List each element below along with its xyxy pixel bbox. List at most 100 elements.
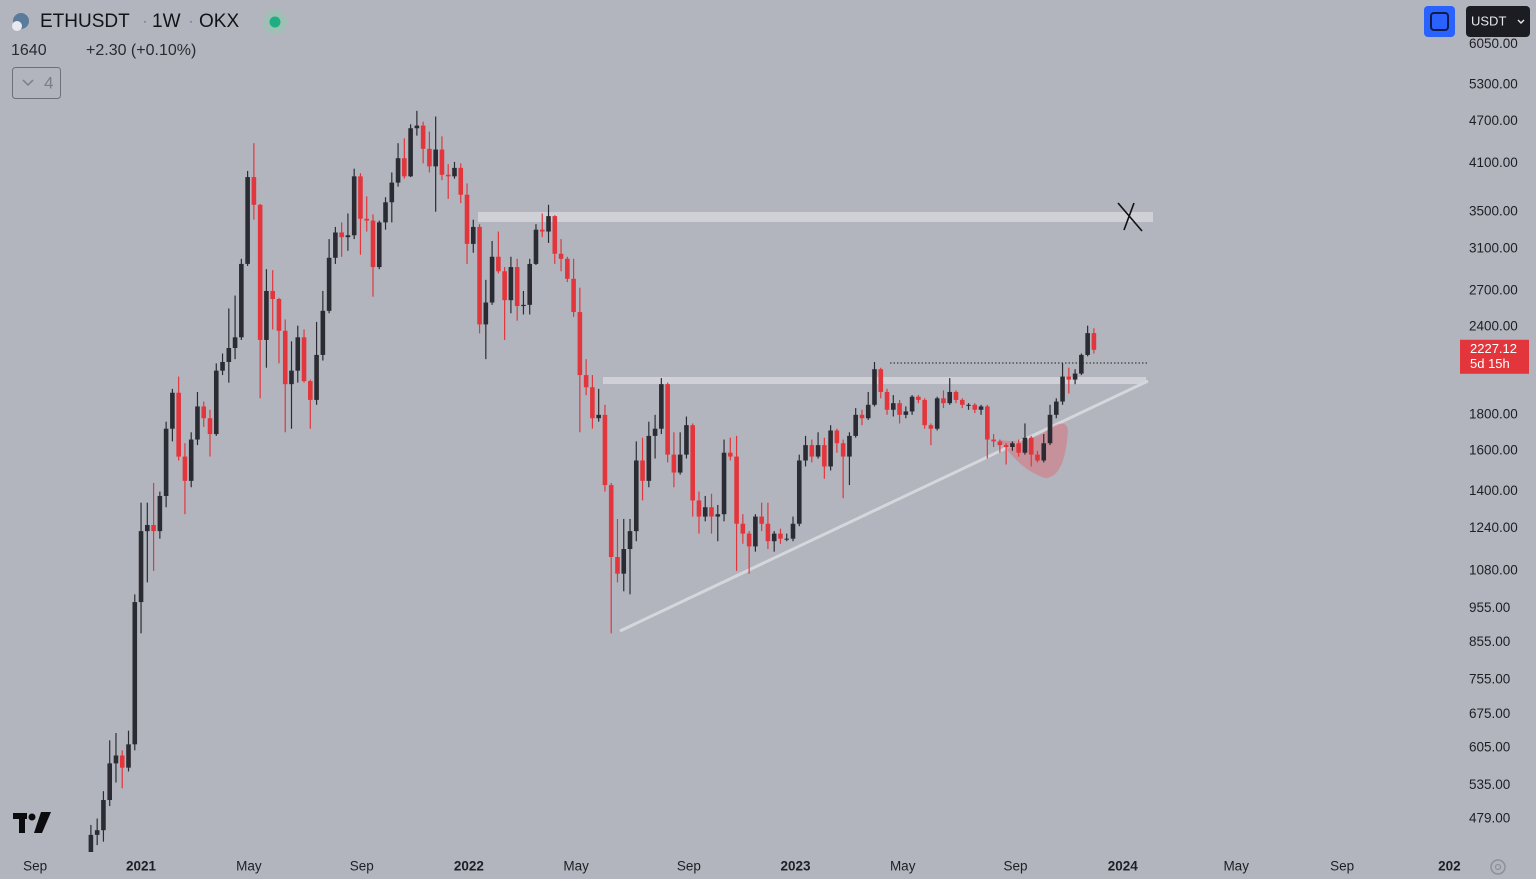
exchange: OKX	[199, 11, 239, 32]
candle-body	[1028, 437, 1034, 455]
candle-body	[778, 533, 783, 539]
candle-body	[251, 177, 257, 205]
candle-body	[339, 232, 344, 238]
candle-body	[113, 755, 119, 764]
candle-body	[884, 391, 890, 410]
axes: 6050.00 5300.00 4700.00 4100.00 3500.00 3100.…	[23, 36, 1529, 874]
candle-body	[909, 396, 915, 412]
candle-body	[213, 370, 219, 435]
candle-body	[483, 302, 489, 325]
candle-body	[790, 523, 796, 539]
y-tick-label: 2700.00	[1469, 283, 1518, 298]
candles	[88, 110, 1097, 852]
x-tick-label: Sep	[350, 859, 374, 874]
candle-body	[696, 500, 702, 517]
candle-body	[427, 148, 432, 167]
candle-body	[972, 404, 978, 410]
candle-body	[88, 834, 94, 852]
x-tick-label: Sep	[23, 859, 47, 874]
resistance-zone	[478, 212, 1153, 222]
candle-body	[445, 174, 451, 177]
candle-body	[571, 278, 576, 313]
candle-body	[539, 229, 545, 232]
candle-body	[308, 381, 313, 400]
candle-body	[414, 125, 420, 129]
candle-body	[464, 194, 470, 244]
candle-body	[1060, 376, 1065, 402]
y-tick-label: 6050.00	[1469, 36, 1518, 51]
candle-body	[257, 204, 263, 340]
chevron	[22, 79, 34, 87]
collapse-button[interactable]	[12, 67, 61, 99]
candle-body	[420, 125, 426, 149]
x-tick-label: 2022	[454, 859, 484, 874]
x-mark	[1117, 202, 1143, 232]
candle-body	[922, 399, 927, 426]
candle-body	[853, 414, 858, 436]
candle-body	[627, 531, 633, 550]
candle-body	[439, 149, 445, 175]
candle-body	[182, 456, 188, 481]
candle-body	[865, 404, 871, 419]
candle-body	[985, 406, 990, 440]
candle-body	[602, 414, 608, 486]
candle-body	[847, 435, 852, 457]
candle-body	[978, 406, 984, 410]
currency-button[interactable]	[1466, 6, 1530, 37]
candle-body	[728, 452, 733, 457]
candle-body	[345, 235, 351, 238]
candle-body	[959, 399, 965, 405]
candle-body	[928, 425, 934, 429]
screenshot-button[interactable]	[1424, 6, 1455, 37]
candle-body	[991, 439, 996, 442]
candle-body	[107, 763, 113, 801]
y-tick-label: 1240.00	[1469, 520, 1518, 535]
y-tick-label: 2400.00	[1469, 319, 1518, 334]
x-tick-label: May	[236, 859, 262, 874]
candle-body	[1010, 443, 1015, 447]
candle-body	[621, 549, 627, 574]
candle-body	[1022, 437, 1028, 453]
y-tick-label: 1800.00	[1469, 406, 1518, 421]
candle-body	[1091, 333, 1097, 350]
x-tick-label: 2024	[1108, 859, 1139, 874]
candle-body	[828, 430, 833, 467]
x-tick-label: Sep	[677, 859, 701, 874]
candle-body	[872, 369, 877, 405]
candle-body	[953, 391, 959, 400]
candle-body	[771, 533, 777, 542]
y-tick-label: 1600.00	[1469, 442, 1518, 457]
candle-body	[376, 222, 382, 268]
price-change: +2.30 (+0.10%)	[86, 42, 196, 59]
candle-body	[289, 370, 294, 385]
candle-body	[903, 411, 909, 415]
highlight-blob	[1000, 423, 1068, 478]
candle-body	[753, 516, 758, 547]
candle-body	[941, 398, 946, 404]
y-tick-label: 855.00	[1469, 634, 1510, 649]
candle-body	[740, 523, 746, 534]
candle-body	[966, 404, 971, 406]
candle-body	[119, 755, 125, 768]
candle-body	[295, 337, 301, 371]
candle-body	[671, 454, 677, 473]
y-tick-label: 479.00	[1469, 811, 1510, 826]
candle-body	[997, 441, 1003, 446]
y-tick-label: 3100.00	[1469, 240, 1518, 255]
candle-body	[709, 507, 714, 517]
candle-body	[759, 516, 764, 524]
candle-body	[358, 176, 363, 219]
y-tick-label: 535.00	[1469, 777, 1510, 792]
candle-body	[934, 398, 940, 429]
symbol-icon	[12, 21, 22, 31]
candle-body	[232, 337, 238, 349]
candle-body	[326, 257, 332, 311]
y-tick-label: 955.00	[1469, 600, 1510, 615]
settings-button[interactable]	[1490, 859, 1506, 875]
candle-body	[565, 258, 570, 279]
tradingview-logo	[13, 812, 51, 833]
x-tick-label: May	[563, 859, 589, 874]
candle-body	[1041, 443, 1047, 461]
candle-body	[527, 263, 533, 305]
x-tick-label: May	[890, 859, 916, 874]
